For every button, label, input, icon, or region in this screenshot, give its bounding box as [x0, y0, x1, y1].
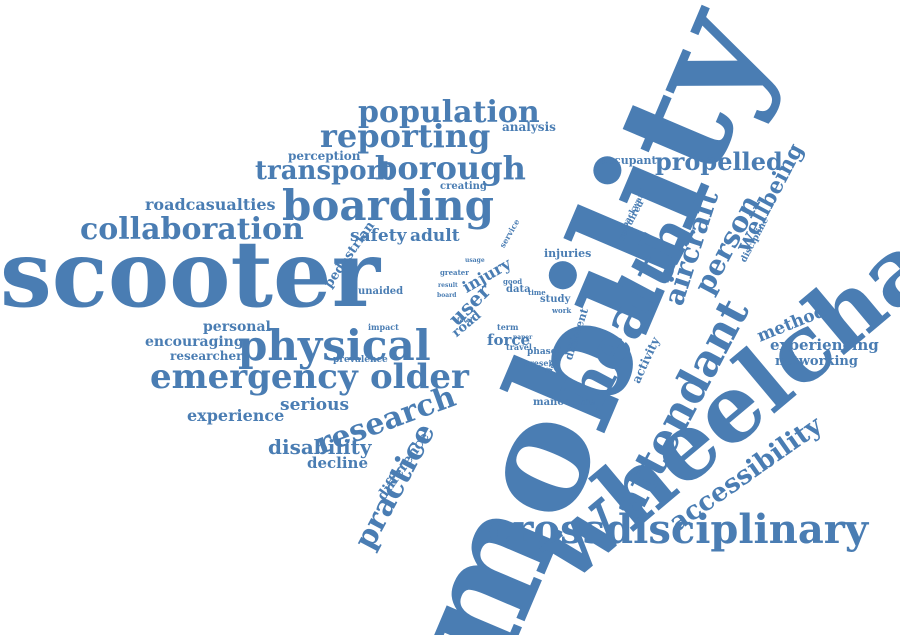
word-service: service	[497, 217, 522, 250]
word-present: present	[524, 358, 559, 368]
word-researcher: researcher	[170, 349, 243, 363]
word-analysis: analysis	[502, 120, 556, 134]
word-injuries: injuries	[544, 247, 592, 260]
word-travel: travel	[506, 342, 532, 352]
word-occupant: occupant	[600, 154, 657, 167]
word-borough: borough	[375, 149, 526, 187]
word-emergency: emergency	[150, 357, 358, 397]
word-experiencing: experiencing	[770, 336, 879, 354]
word-time: time	[528, 288, 546, 297]
word-fatal: fatal	[457, 317, 473, 324]
word-personal: personal	[203, 319, 271, 335]
word-greater: greater	[440, 268, 469, 277]
word-scooter: scooter	[0, 220, 381, 328]
word-boarding: boarding	[282, 181, 494, 230]
word-prevalence: prevalence	[333, 355, 388, 365]
word-result: result	[438, 282, 458, 289]
word-transport: transport	[255, 156, 393, 186]
word-reporting: reporting	[320, 117, 491, 155]
word-force: force	[487, 331, 531, 349]
word-physical: physical	[238, 321, 431, 370]
word-encouraging: encouraging	[145, 334, 244, 350]
word-older: older	[370, 357, 469, 397]
word-data: data	[506, 284, 531, 295]
word-decline: decline	[307, 454, 369, 472]
word-population: population	[358, 95, 540, 130]
word-work: work	[552, 306, 572, 315]
word-crossdisciplinary: crossdisciplinary	[488, 506, 869, 553]
word-disability: disability	[268, 435, 372, 459]
word-term: term	[497, 322, 519, 332]
word-unaided: unaided	[358, 286, 404, 297]
word-perception: perception	[288, 149, 361, 163]
word-manoeuvre: manoeuvre	[533, 397, 596, 408]
word-creating: creating	[440, 181, 487, 192]
word-collaboration: collaboration	[80, 212, 304, 247]
word-usage: usage	[465, 257, 485, 264]
word-phase: phase	[527, 347, 557, 357]
word-propelled: propelled	[655, 147, 783, 176]
word-study: study	[540, 294, 571, 305]
word-serious: serious	[280, 395, 350, 415]
word-paper: paper	[513, 334, 533, 341]
word-safety: safety	[350, 226, 407, 246]
word-good: good	[503, 277, 523, 286]
word-impact: impact	[368, 322, 399, 332]
word-experience: experience	[187, 406, 285, 425]
word-board: board	[437, 292, 457, 299]
word-networking: networking	[775, 354, 858, 369]
word-roadcasualties: roadcasualties	[145, 195, 276, 214]
word-adult: adult	[410, 226, 460, 246]
